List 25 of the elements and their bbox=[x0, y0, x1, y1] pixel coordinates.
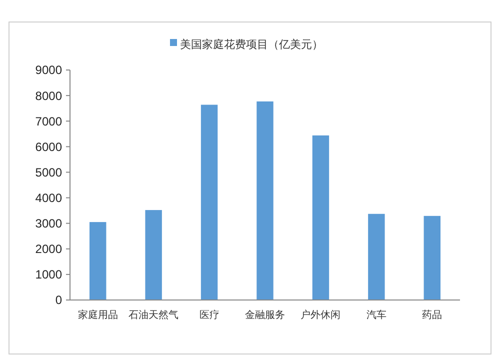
legend-label: 美国家庭花费项目（亿美元） bbox=[180, 38, 323, 51]
y-tick-label: 7000 bbox=[35, 114, 62, 128]
y-tick-label: 1000 bbox=[35, 268, 62, 282]
x-tick-label: 户外休闲 bbox=[300, 309, 341, 321]
bar bbox=[200, 104, 218, 300]
y-tick-label: 4000 bbox=[35, 190, 62, 205]
x-tick-label: 石油天然气 bbox=[128, 309, 179, 321]
y-tick-label: 0 bbox=[55, 293, 62, 308]
y-tick-label: 5000 bbox=[35, 165, 62, 180]
bar bbox=[145, 210, 162, 300]
y-tick-label: 2000 bbox=[35, 242, 62, 256]
y-tick-label: 3000 bbox=[35, 216, 62, 231]
x-tick-label: 药品 bbox=[422, 309, 442, 321]
bar bbox=[368, 214, 385, 300]
y-tick-label: 9000 bbox=[35, 63, 62, 78]
bar bbox=[90, 222, 106, 300]
x-tick-label: 金融服务 bbox=[245, 309, 285, 321]
x-tick-label: 医疗 bbox=[199, 309, 220, 321]
bar bbox=[424, 216, 440, 300]
x-tick-label: 汽车 bbox=[366, 309, 386, 321]
y-tick-label: 6000 bbox=[35, 140, 62, 154]
bar bbox=[312, 135, 330, 300]
x-tick-label: 家庭用品 bbox=[78, 309, 118, 321]
y-tick-label: 8000 bbox=[35, 88, 62, 103]
bar bbox=[256, 101, 274, 300]
